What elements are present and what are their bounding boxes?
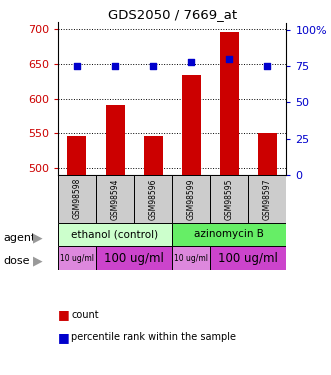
Bar: [68, 136, 86, 175]
Text: azinomycin B: azinomycin B: [194, 230, 264, 239]
FancyBboxPatch shape: [172, 175, 210, 222]
FancyBboxPatch shape: [210, 246, 286, 270]
Text: ▶: ▶: [33, 232, 43, 244]
FancyBboxPatch shape: [172, 246, 210, 270]
Text: GSM98598: GSM98598: [72, 178, 81, 219]
Bar: [144, 135, 163, 175]
FancyBboxPatch shape: [210, 175, 248, 222]
Text: ■: ■: [58, 331, 70, 344]
Text: dose: dose: [3, 256, 30, 266]
Point: [74, 63, 79, 69]
FancyBboxPatch shape: [96, 175, 134, 222]
Bar: [258, 133, 277, 175]
FancyBboxPatch shape: [172, 222, 286, 246]
Point: [188, 59, 194, 65]
FancyBboxPatch shape: [58, 222, 172, 246]
Text: 10 ug/ml: 10 ug/ml: [60, 254, 94, 262]
Bar: [182, 75, 201, 175]
Text: GSM98595: GSM98595: [225, 178, 234, 219]
Point: [150, 63, 156, 69]
Bar: [106, 105, 124, 175]
Text: 100 ug/ml: 100 ug/ml: [104, 252, 164, 265]
Title: GDS2050 / 7669_at: GDS2050 / 7669_at: [108, 8, 237, 21]
Text: ethanol (control): ethanol (control): [71, 230, 159, 239]
Text: count: count: [71, 310, 99, 320]
Point: [226, 56, 232, 62]
Text: GSM98594: GSM98594: [111, 178, 119, 219]
Text: agent: agent: [3, 233, 36, 243]
Point: [264, 63, 270, 69]
Text: ■: ■: [58, 309, 70, 321]
Point: [112, 63, 118, 69]
Text: GSM98596: GSM98596: [149, 178, 158, 219]
FancyBboxPatch shape: [134, 175, 172, 222]
FancyBboxPatch shape: [96, 246, 172, 270]
Text: GSM98597: GSM98597: [263, 178, 272, 219]
Text: ▶: ▶: [33, 254, 43, 267]
Bar: [220, 32, 239, 175]
Text: GSM98599: GSM98599: [187, 178, 196, 219]
Text: percentile rank within the sample: percentile rank within the sample: [71, 333, 236, 342]
FancyBboxPatch shape: [58, 175, 96, 222]
FancyBboxPatch shape: [58, 246, 96, 270]
FancyBboxPatch shape: [248, 175, 286, 222]
Text: 100 ug/ml: 100 ug/ml: [218, 252, 278, 265]
Text: 10 ug/ml: 10 ug/ml: [174, 254, 208, 262]
